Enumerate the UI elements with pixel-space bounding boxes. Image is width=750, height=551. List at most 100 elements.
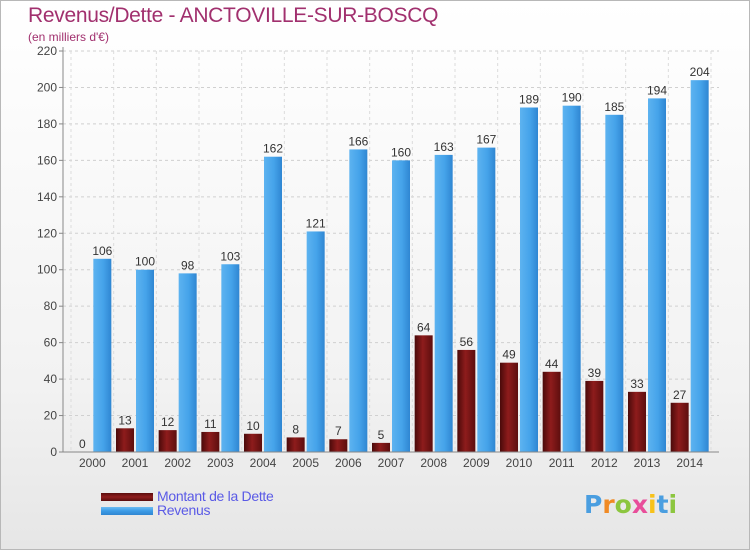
x-tick-label: 2010 [506,456,533,470]
y-tick-label: 20 [44,409,58,423]
data-label-revenus: 204 [690,65,710,79]
data-label-dette: 12 [161,415,175,429]
logo-letter: i [668,490,678,519]
bar-dette [116,428,134,452]
data-label-dette: 0 [79,437,86,451]
bar-dette [628,391,646,452]
data-label-revenus: 185 [604,100,624,114]
y-tick-label: 160 [37,153,57,167]
data-label-dette: 33 [630,377,644,391]
x-tick-label: 2014 [676,456,703,470]
bar-dette [457,349,476,452]
proxiti-logo: Proxiti [584,490,677,519]
x-tick-label: 2003 [207,456,234,470]
data-label-revenus: 121 [306,216,326,230]
data-label-dette: 49 [502,348,516,362]
bar-dette [500,362,518,452]
bar-dette [542,371,561,452]
y-tick-label: 60 [44,336,58,350]
bar-revenus [221,264,240,452]
data-label-dette: 64 [417,320,431,334]
bar-dette [414,335,433,452]
y-tick-label: 80 [44,299,58,313]
bar-revenus [93,258,112,452]
legend-label-dette: Montant de la Dette [157,488,274,504]
x-tick-label: 2011 [549,456,575,470]
bar-dette [158,430,177,452]
data-label-dette: 5 [378,428,385,442]
y-tick-label: 180 [37,117,57,131]
x-tick-label: 2002 [164,456,191,470]
bar-revenus [520,107,538,452]
x-tick-label: 2008 [420,456,447,470]
data-label-dette: 10 [246,419,260,433]
logo-letter: P [584,490,603,519]
bar-dette [201,431,220,452]
data-label-revenus: 162 [263,142,283,156]
bar-dette [286,437,305,452]
logo-letter: o [614,490,632,519]
x-tick-label: 2009 [463,456,490,470]
y-tick-label: 100 [37,263,57,277]
bar-dette [670,402,689,452]
y-tick-label: 140 [37,190,57,204]
bar-revenus [349,149,368,452]
bar-revenus [392,160,410,452]
y-tick-label: 220 [37,44,57,58]
chart-title: Revenus/Dette - ANCTOVILLE-SUR-BOSCQ [28,4,439,27]
x-tick-label: 2007 [378,456,405,470]
data-label-dette: 39 [588,366,602,380]
bar-dette [372,442,390,452]
bar-revenus [434,154,453,453]
data-label-revenus: 166 [348,134,368,148]
bar-revenus [690,80,709,452]
data-label-revenus: 189 [519,93,539,107]
data-label-revenus: 103 [220,249,240,263]
bar-revenus [306,231,325,452]
bar-revenus [477,147,496,452]
x-tick-label: 2006 [335,456,362,470]
data-label-revenus: 98 [181,258,195,272]
data-label-revenus: 106 [92,244,112,258]
y-tick-label: 200 [37,80,57,94]
legend-swatch-dette [101,493,153,501]
data-label-revenus: 163 [434,140,454,154]
data-label-dette: 8 [292,422,299,436]
data-label-dette: 27 [673,388,687,402]
data-label-dette: 13 [118,413,132,427]
bar-dette [244,433,262,452]
logo-letter: t [656,490,669,519]
legend-label-revenus: Revenus [157,502,211,518]
x-tick-label: 2013 [634,456,661,470]
y-tick-label: 0 [50,445,57,459]
data-label-dette: 7 [335,424,342,438]
x-tick-label: 2012 [591,456,618,470]
bar-revenus [136,269,154,452]
data-label-revenus: 167 [476,133,496,147]
chart-subtitle: (en milliers d'€) [28,30,109,44]
bar-dette [329,439,348,452]
data-label-dette: 11 [204,417,217,431]
data-label-revenus: 100 [135,255,155,269]
data-label-revenus: 190 [562,91,582,105]
data-label-revenus: 194 [647,83,667,97]
y-tick-label: 120 [37,226,57,240]
logo-letter: x [631,490,648,519]
legend-swatch-revenus [101,507,153,515]
bar-revenus [264,156,282,452]
x-tick-label: 2000 [79,456,106,470]
bar-revenus [178,273,197,452]
bar-revenus [562,105,581,452]
logo-letter: i [648,490,657,519]
x-tick-label: 2004 [250,456,277,470]
bar-revenus [605,114,624,452]
bar-dette [585,380,604,452]
x-tick-label: 2001 [122,456,149,470]
data-label-dette: 44 [545,357,559,371]
logo-letter: r [602,490,615,519]
x-tick-label: 2005 [292,456,319,470]
data-label-dette: 56 [460,335,474,349]
bar-revenus [648,98,666,453]
